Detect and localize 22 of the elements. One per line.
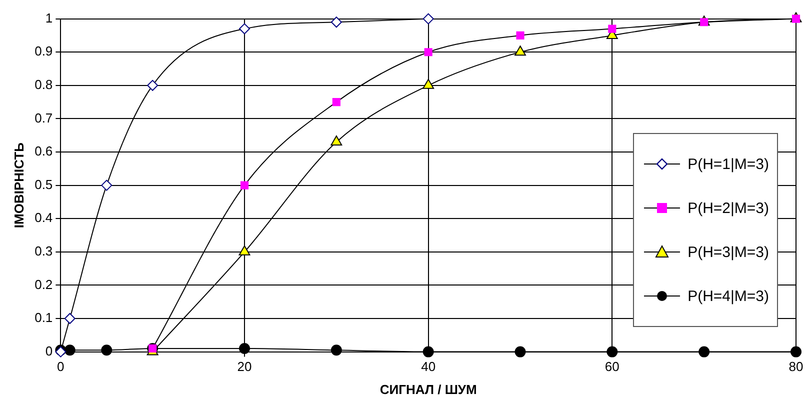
y-tick-label: 0.1 bbox=[34, 310, 53, 326]
y-tick-label: 0 bbox=[45, 343, 53, 358]
x-tick-label: 40 bbox=[421, 359, 436, 374]
legend-label: P(H=3|M=3) bbox=[688, 244, 769, 260]
y-tick-label: 0.6 bbox=[34, 144, 53, 159]
y-tick-label: 0.5 bbox=[34, 176, 53, 192]
y-tick-label: 0.3 bbox=[34, 243, 53, 258]
y-axis-title: ІМОВІРНІСТЬ bbox=[11, 142, 26, 228]
y-tick-label: 0.7 bbox=[34, 110, 53, 126]
y-tick-label: 0.9 bbox=[34, 44, 53, 59]
x-tick-label: 80 bbox=[788, 359, 804, 374]
legend-label: P(H=1|M=3) bbox=[688, 156, 769, 172]
x-tick-label: 20 bbox=[237, 359, 252, 374]
y-tick-label: 0.2 bbox=[34, 276, 53, 292]
legend-label: P(H=4|M=3) bbox=[688, 288, 769, 304]
x-tick-label: 0 bbox=[57, 359, 64, 374]
y-tick-label: 1 bbox=[45, 10, 53, 26]
y-tick-label: 0.8 bbox=[34, 76, 53, 92]
legend-label: P(H=2|M=3) bbox=[688, 200, 769, 216]
y-tick-label: 0.4 bbox=[34, 210, 53, 226]
x-tick-label: 60 bbox=[604, 359, 620, 374]
x-axis-title: СИГНАЛ / ШУМ bbox=[380, 382, 477, 397]
